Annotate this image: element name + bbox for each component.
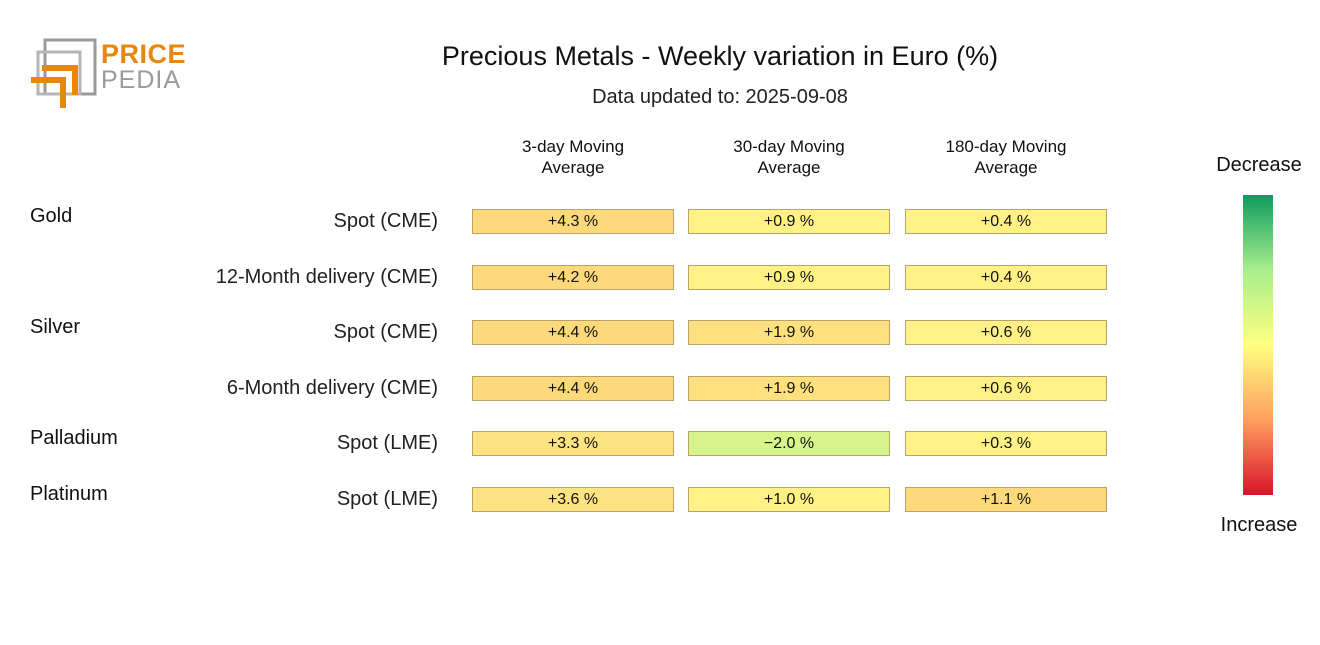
column-header-line: Average <box>757 158 821 177</box>
metal-group-label: Silver <box>30 316 81 338</box>
row-label: 6-Month delivery (CME) <box>226 377 438 399</box>
heatmap-cell: +0.9 % <box>688 265 890 290</box>
heatmap-cell: +0.6 % <box>905 376 1107 401</box>
heatmap-cell: +4.3 % <box>472 209 674 234</box>
chart-subtitle: Data updated to: 2025-09-08 <box>592 86 848 108</box>
column-header: 3-day Moving Average <box>472 136 674 178</box>
heatmap-cell: +1.1 % <box>905 487 1107 512</box>
column-header-line: 3-day Moving <box>521 137 625 156</box>
heatmap-cell: +3.3 % <box>472 431 674 456</box>
column-header: 30-day Moving Average <box>688 136 890 178</box>
row-label: Spot (CME) <box>333 210 438 232</box>
heatmap-cell: +3.6 % <box>472 487 674 512</box>
row-label: 12-Month delivery (CME) <box>215 266 438 288</box>
column-header-line: Average <box>541 158 605 177</box>
row-label: Spot (CME) <box>333 321 438 343</box>
logo-word-pedia: PEDIA <box>101 66 182 94</box>
color-scale-legend <box>1243 195 1273 495</box>
heatmap-cell: +1.9 % <box>688 320 890 345</box>
heatmap-cell: +4.4 % <box>472 376 674 401</box>
heatmap-cell: +1.0 % <box>688 487 890 512</box>
heatmap-cell: −2.0 % <box>688 431 890 456</box>
column-header-line: Average <box>974 158 1038 177</box>
pricepedia-logo: PRICE PEDIA <box>30 38 190 110</box>
heatmap-cell: +1.9 % <box>688 376 890 401</box>
heatmap-cell: +0.3 % <box>905 431 1107 456</box>
heatmap-cell: +4.4 % <box>472 320 674 345</box>
column-header-line: 30-day Moving <box>733 137 845 156</box>
legend-top-label: Decrease <box>1216 154 1302 176</box>
chart-title: Precious Metals - Weekly variation in Eu… <box>441 41 999 71</box>
heatmap-cell: +0.6 % <box>905 320 1107 345</box>
legend-gradient-bar <box>1243 195 1273 495</box>
logo-word-price: PRICE <box>101 39 187 69</box>
row-label: Spot (LME) <box>336 432 438 454</box>
column-header: 180-day Moving Average <box>905 136 1107 178</box>
column-header-line: 180-day Moving <box>945 137 1067 156</box>
row-label: Spot (LME) <box>336 488 438 510</box>
heatmap-cell: +0.4 % <box>905 209 1107 234</box>
metal-group-label: Platinum <box>30 483 108 505</box>
metal-group-label: Palladium <box>30 427 118 449</box>
logo-mark-icon <box>31 38 97 108</box>
metal-group-label: Gold <box>30 205 73 227</box>
heatmap-cell: +4.2 % <box>472 265 674 290</box>
legend-bottom-label: Increase <box>1220 514 1298 536</box>
heatmap-cell: +0.9 % <box>688 209 890 234</box>
heatmap-cell: +0.4 % <box>905 265 1107 290</box>
